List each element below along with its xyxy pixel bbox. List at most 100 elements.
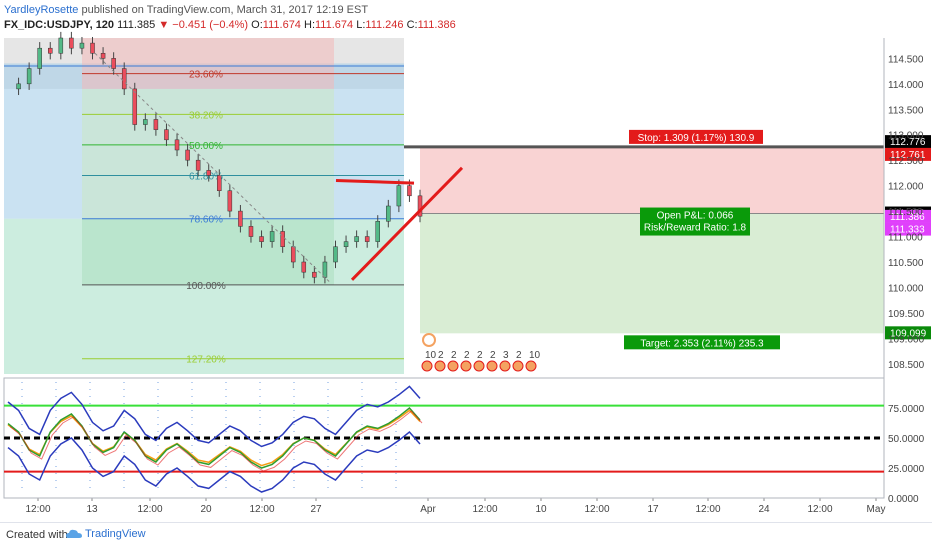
- time-axis-label: 12:00: [584, 504, 609, 515]
- osc-axis-label: 50.0000: [888, 434, 925, 445]
- price-axis-label: 109.000: [888, 334, 925, 345]
- price-tag-bg: [885, 147, 931, 161]
- event-count: 2: [438, 350, 444, 361]
- candle-body: [217, 175, 222, 191]
- event-count: 2: [490, 350, 496, 361]
- high-value: 111.674: [315, 19, 354, 31]
- tradingview-logo[interactable]: TradingView: [66, 528, 146, 540]
- price-axis-label: 111.500: [888, 207, 923, 218]
- event-count: 10: [425, 350, 437, 361]
- chart-canvas[interactable]: 23.60% 38.20% 50.00% 61.80% 78.60% 100.00% 127…: [0, 0, 932, 522]
- target-label-bg: [624, 335, 780, 350]
- candle-body: [322, 261, 328, 278]
- event-count: 2: [477, 350, 483, 361]
- time-axis-label: 10: [535, 504, 547, 515]
- fib-label-2: 50.00%: [189, 141, 223, 152]
- price-axis-label: 114.000: [888, 80, 924, 91]
- price-axis-label: 113.500: [888, 105, 924, 116]
- candle-body: [407, 185, 412, 197]
- candle-body: [290, 246, 296, 263]
- candle-body: [206, 170, 211, 176]
- candle-body: [79, 42, 85, 49]
- created-with-label: Created with: [6, 529, 68, 541]
- last-price: 111.385: [117, 19, 156, 31]
- price-tag-bg: [885, 222, 931, 236]
- stop-label: Stop: 1.309 (1.17%) 130.9: [638, 133, 755, 144]
- stop-zone: [420, 146, 884, 214]
- down-arrow-icon: ▼: [158, 19, 170, 31]
- candle-body: [227, 190, 233, 212]
- candle-body: [354, 236, 359, 242]
- teal-zone: [4, 218, 404, 374]
- open-value: 111.674: [262, 19, 301, 31]
- pnl-label-bg: [640, 207, 750, 236]
- time-axis-label: 12:00: [807, 504, 832, 515]
- candle-body: [280, 231, 285, 247]
- osc-lower-band: [7, 430, 421, 493]
- price-tag-bg: [885, 209, 931, 223]
- candle-body: [164, 129, 169, 141]
- candle-body: [333, 246, 338, 263]
- price-tag-bg: [885, 135, 931, 149]
- candle-body: [396, 185, 402, 207]
- price-axis-label: 113.000: [888, 131, 924, 142]
- event-marker-icon: [422, 333, 436, 347]
- red-zone-top: [82, 38, 334, 89]
- open-pnl-label: Open P&L: 0.066: [657, 211, 734, 222]
- candle-body: [37, 47, 42, 69]
- event-count: 3: [503, 350, 509, 361]
- publish-info: YardleyRosette published on TradingView.…: [4, 4, 368, 16]
- trend-dash: [94, 52, 331, 283]
- osc-upper-band: [7, 385, 421, 448]
- candle-body: [301, 261, 307, 273]
- candle-body: [16, 83, 21, 90]
- price-tag-bg: [885, 326, 931, 340]
- event-flag-icon: [421, 360, 433, 372]
- high-label: H:: [304, 19, 315, 31]
- candle-body: [417, 195, 423, 217]
- candle-body: [121, 68, 127, 90]
- author-link[interactable]: YardleyRosette: [4, 4, 79, 16]
- fib-label-6: 127.20%: [186, 355, 226, 366]
- fib-label-5: 100.00%: [186, 281, 226, 292]
- price-tag-text: 109.099: [890, 328, 927, 339]
- price-axis-label: 112.500: [888, 156, 924, 167]
- price-axis-label: 114.500: [888, 54, 924, 65]
- candle-body: [238, 210, 243, 227]
- brand-name: TradingView: [85, 528, 146, 540]
- osc-axis-label: 0.0000: [888, 494, 919, 505]
- chart-header: YardleyRosette published on TradingView.…: [0, 0, 932, 36]
- risk-reward-label: Risk/Reward Ratio: 1.8: [644, 223, 747, 234]
- footer: Created with TradingView: [0, 522, 932, 551]
- candle-body: [248, 226, 254, 237]
- time-axis-label: 12:00: [472, 504, 497, 515]
- time-axis-label: 17: [647, 504, 659, 515]
- candle-body: [185, 149, 190, 161]
- event-flag-icon: [473, 360, 485, 372]
- event-flag-icon: [512, 360, 524, 372]
- price-axis-label: 110.500: [888, 258, 924, 269]
- open-label: O:: [251, 19, 263, 31]
- price-axis-label: 108.500: [888, 360, 925, 371]
- time-axis-label: May: [867, 504, 886, 515]
- cloud-icon: [66, 529, 82, 539]
- event-flag-icon: [486, 360, 498, 372]
- candle-body: [259, 236, 264, 242]
- close-value: 111.386: [417, 19, 456, 31]
- event-count: 2: [464, 350, 470, 361]
- price-axis-label: 112.000: [888, 182, 924, 193]
- support-trendline: [350, 166, 464, 281]
- candle-body: [58, 37, 64, 54]
- symbol-label[interactable]: FX_IDC:USDJPY, 120: [4, 19, 115, 31]
- candle-body: [269, 231, 275, 242]
- price-axis-label: 109.500: [888, 309, 925, 320]
- publish-date: published on TradingView.com, March 31, …: [81, 4, 369, 16]
- price-change: −0.451 (−0.4%): [172, 19, 249, 31]
- time-axis-label: 27: [310, 504, 322, 515]
- candle-body: [90, 42, 95, 54]
- time-axis-label: 20: [200, 504, 212, 515]
- event-count: 2: [451, 350, 457, 361]
- ohlc-legend: FX_IDC:USDJPY, 120 111.385 ▼ −0.451 (−0.…: [4, 19, 456, 31]
- candle-body: [364, 236, 370, 242]
- candle-body: [26, 68, 32, 85]
